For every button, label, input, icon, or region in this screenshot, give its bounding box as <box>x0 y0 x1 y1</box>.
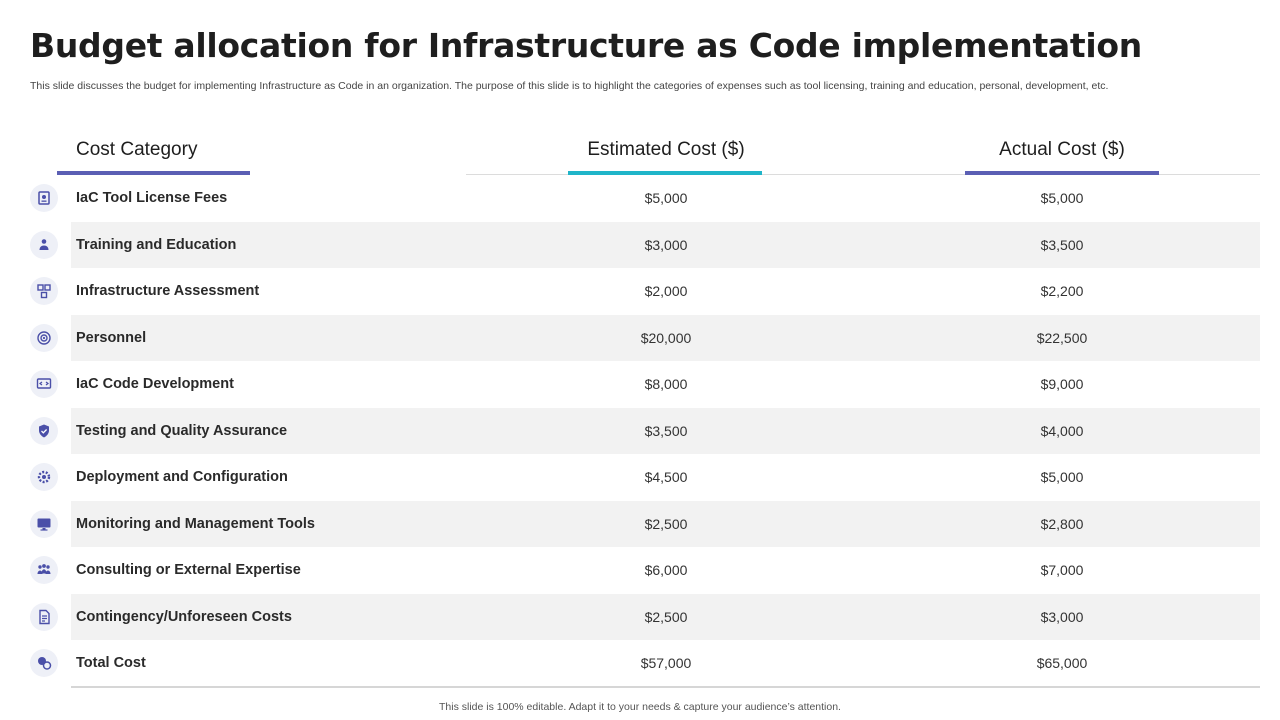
estimated-cost-value: $8,000 <box>644 376 688 392</box>
cost-table-body: IaC Tool License Fees $5,000 $5,000 Trainin… <box>0 175 1280 687</box>
header-estimated-cost: Estimated Cost ($) <box>587 139 745 160</box>
row-background <box>71 314 1260 361</box>
cost-category-label: Consulting or External Expertise <box>76 562 301 578</box>
cost-category-label: Training and Education <box>76 236 237 253</box>
table-row: Monitoring and Management Tools $2,500 $2,… <box>0 500 1280 547</box>
table-row: Infrastructure Assessment $2,000 $2,200 <box>0 268 1280 315</box>
cost-category-label: Deployment and Configuration <box>76 469 288 485</box>
shield-check-icon <box>30 416 58 445</box>
actual-cost-value: $4,000 <box>1040 422 1084 439</box>
table-row: Deployment and Configuration $4,500 $5,000 <box>0 454 1280 501</box>
document-icon <box>30 602 58 631</box>
estimated-cost-value: $5,000 <box>644 190 688 206</box>
table-row: Contingency/Unforeseen Costs $2,500 $3,000 <box>0 593 1280 640</box>
header-divider <box>466 174 1260 175</box>
table-bottom-border <box>71 686 1260 688</box>
cost-category-label: IaC Code Development <box>76 376 234 392</box>
actual-cost-value: $5,000 <box>1040 469 1084 485</box>
people-icon <box>30 230 58 259</box>
table-row: Personnel $20,000 $22,500 <box>0 314 1280 361</box>
actual-cost-value: $2,800 <box>1040 515 1084 532</box>
cost-category-label: Personnel <box>76 329 147 346</box>
actual-cost-value: $3,500 <box>1040 236 1084 253</box>
code-icon <box>30 370 58 398</box>
cost-category-label: Total Cost <box>76 655 146 671</box>
actual-cost-value: $65,000 <box>1036 655 1088 671</box>
row-background <box>71 500 1260 547</box>
table-row: Total Cost $57,000 $65,000 <box>0 640 1280 687</box>
estimated-cost-value: $4,500 <box>644 469 688 485</box>
estimated-cost-value: $20,000 <box>640 329 692 346</box>
cost-category-label: Infrastructure Assessment <box>76 283 260 299</box>
gear-icon <box>30 463 58 491</box>
table-row: Consulting or External Expertise $6,000 $7… <box>0 547 1280 594</box>
monitor-icon <box>30 509 58 538</box>
team-icon <box>30 556 58 584</box>
actual-cost-value: $7,000 <box>1040 562 1084 578</box>
table-row: IaC Code Development $8,000 $9,000 <box>0 361 1280 408</box>
estimated-cost-value: $3,000 <box>644 236 688 253</box>
actual-cost-value: $9,000 <box>1040 376 1084 392</box>
cost-category-label: Testing and Quality Assurance <box>76 422 288 439</box>
page-title: Budget allocation for Infrastructure as … <box>30 26 1142 65</box>
estimated-cost-value: $2,500 <box>644 608 688 625</box>
row-background <box>71 221 1260 268</box>
actual-cost-value: $22,500 <box>1036 329 1088 346</box>
header-underline-category <box>57 171 250 175</box>
coins-icon <box>30 649 58 677</box>
estimated-cost-value: $6,000 <box>644 562 688 578</box>
estimated-cost-value: $2,000 <box>644 283 688 299</box>
page-subtitle: This slide discusses the budget for impl… <box>30 80 1109 92</box>
header-underline-actual <box>965 171 1159 175</box>
header-underline-estimated <box>568 171 762 175</box>
header-actual-cost: Actual Cost ($) <box>999 139 1125 160</box>
target-icon <box>30 323 58 352</box>
license-icon <box>30 184 58 212</box>
cost-category-label: Contingency/Unforeseen Costs <box>76 608 292 625</box>
actual-cost-value: $2,200 <box>1040 283 1084 299</box>
cost-category-label: IaC Tool License Fees <box>76 190 228 206</box>
table-row: IaC Tool License Fees $5,000 $5,000 <box>0 175 1280 222</box>
network-icon <box>30 277 58 305</box>
actual-cost-value: $5,000 <box>1040 190 1084 206</box>
estimated-cost-value: $2,500 <box>644 515 688 532</box>
cost-category-label: Monitoring and Management Tools <box>76 515 315 532</box>
table-row: Testing and Quality Assurance $3,500 $4,00… <box>0 407 1280 454</box>
row-background <box>71 407 1260 454</box>
header-cost-category: Cost Category <box>76 139 198 160</box>
actual-cost-value: $3,000 <box>1040 608 1084 625</box>
row-background <box>71 593 1260 640</box>
estimated-cost-value: $3,500 <box>644 422 688 439</box>
footer-note: This slide is 100% editable. Adapt it to… <box>439 701 841 713</box>
estimated-cost-value: $57,000 <box>640 655 692 671</box>
table-row: Training and Education $3,000 $3,500 <box>0 221 1280 268</box>
